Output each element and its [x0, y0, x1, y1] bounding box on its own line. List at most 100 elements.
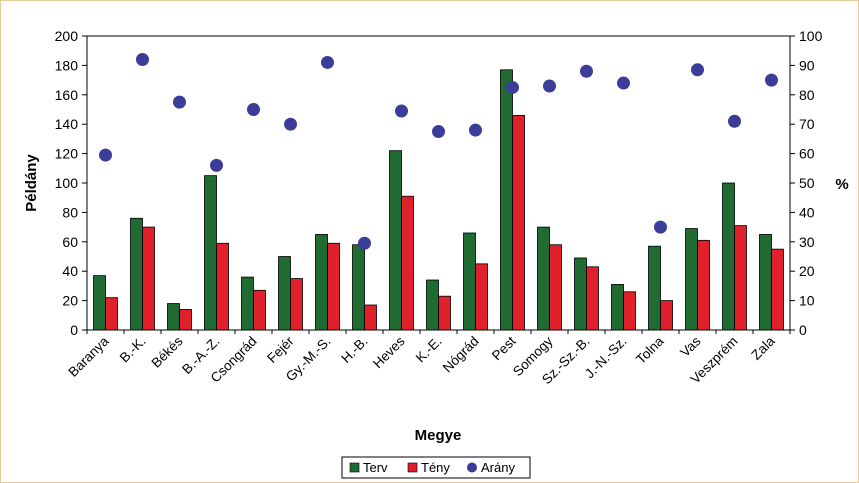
bars-layer	[93, 69, 784, 331]
y-tick-label: 20	[62, 293, 78, 309]
y-tick-label: 40	[62, 263, 78, 279]
y-tick-label: 120	[55, 146, 79, 162]
bar-terv-pest	[500, 69, 513, 331]
legend-label-terv: Terv	[363, 460, 388, 475]
bar-teny-k-e	[438, 295, 451, 331]
bar-terv-somogy	[537, 226, 550, 331]
y-tick-label: 200	[55, 28, 79, 44]
point-arany-csongrad	[247, 103, 260, 116]
y2-tick-label: 100	[799, 28, 823, 44]
bar-teny-baranya	[105, 297, 118, 331]
bar-terv-heves	[389, 150, 402, 331]
point-arany-sz-sz-b	[580, 64, 593, 78]
bar-teny-csongrad	[253, 289, 266, 331]
bar-teny-tolna	[660, 300, 673, 331]
y-tick-label: 80	[62, 204, 78, 220]
point-arany-pest	[506, 80, 519, 94]
x-tick-label: Baranya	[65, 333, 112, 380]
point-arany-gy-m-s	[321, 55, 334, 69]
legend-label-arany: Arány	[481, 460, 515, 475]
x-tick-label: H.-B.	[338, 334, 370, 366]
point-arany-b-a-z	[210, 158, 223, 172]
bar-teny-zala	[771, 248, 784, 331]
y-tick-label: 60	[62, 234, 78, 250]
point-arany-fejer	[284, 117, 297, 131]
y2-tick-label: 50	[799, 175, 815, 191]
bar-terv-veszprem	[722, 182, 735, 331]
y2-tick-label: 10	[799, 293, 815, 309]
y-tick-label: 140	[55, 116, 79, 132]
y-tick-label: 0	[70, 322, 78, 338]
bar-teny-gy-m-s	[327, 242, 340, 331]
point-arany-b-k	[136, 53, 149, 67]
y-tick-label: 160	[55, 87, 79, 103]
point-arany-heves	[395, 104, 408, 118]
legend-marker-arany	[467, 462, 477, 473]
bar-teny-nograd	[475, 263, 488, 331]
bar-terv-gy-m-s	[315, 234, 328, 331]
x-tick-label: Pest	[489, 333, 519, 363]
y2-tick-label: 70	[799, 116, 815, 132]
bar-teny-veszprem	[734, 225, 747, 331]
bar-teny-fejer	[290, 278, 303, 331]
y-tick-label: 180	[55, 57, 79, 73]
bar-terv-vas	[685, 228, 698, 331]
x-tick-label: Nógrád	[440, 334, 482, 376]
bar-terv-b-a-z	[204, 175, 217, 331]
x-tick-label: Fejér	[264, 333, 297, 366]
x-tick-label: K.-E.	[413, 334, 445, 366]
point-arany-bekes	[173, 95, 186, 109]
x-tick-label: Vas	[677, 333, 704, 360]
bar-terv-sz-sz-b	[574, 257, 587, 331]
legend-box	[341, 456, 531, 479]
legend-label-teny: Tény	[421, 460, 450, 475]
point-arany-h-b	[358, 236, 371, 250]
point-arany-zala	[765, 73, 778, 87]
y2-tick-label: 20	[799, 263, 815, 279]
point-arany-j-n-sz	[617, 76, 630, 90]
point-arany-vas	[691, 63, 704, 77]
bar-teny-b-a-z	[216, 242, 229, 331]
legend: Terv Tény Arány	[341, 456, 531, 479]
x-tick-label: Tolna	[633, 333, 667, 367]
point-arany-veszprem	[728, 114, 741, 128]
bar-terv-j-n-sz	[611, 284, 624, 331]
bar-teny-vas	[697, 239, 710, 331]
bar-terv-nograd	[463, 232, 476, 331]
x-tick-label: Heves	[370, 333, 408, 371]
point-arany-somogy	[543, 79, 556, 93]
y2-tick-label: 40	[799, 204, 815, 220]
x-axis-label: Megye	[415, 427, 462, 444]
bar-terv-zala	[759, 234, 772, 331]
point-arany-tolna	[654, 220, 667, 234]
x-tick-label: Zala	[748, 333, 778, 363]
y-tick-label: 100	[55, 175, 79, 191]
bar-terv-fejer	[278, 256, 291, 331]
bar-teny-h-b	[364, 304, 377, 331]
y2-tick-label: 30	[799, 234, 815, 250]
point-arany-nograd	[469, 123, 482, 137]
bar-terv-tolna	[648, 245, 661, 331]
point-arany-k-e	[432, 125, 445, 139]
bar-teny-pest	[512, 114, 525, 331]
bar-teny-heves	[401, 195, 414, 331]
bar-terv-b-k	[130, 217, 143, 331]
bar-teny-somogy	[549, 244, 562, 331]
bar-teny-j-n-sz	[623, 291, 636, 331]
legend-swatch-terv	[349, 462, 360, 473]
bar-teny-bekes	[179, 309, 192, 331]
point-arany-baranya	[99, 148, 112, 162]
y2-tick-label: 60	[799, 146, 815, 162]
y2-tick-label: 80	[799, 87, 815, 103]
x-tick-label: B.-K.	[117, 334, 149, 366]
bar-terv-k-e	[426, 279, 439, 331]
y-axis-label: Példány	[23, 154, 40, 212]
bar-terv-bekes	[167, 303, 180, 331]
y2-tick-label: 90	[799, 57, 815, 73]
bar-terv-csongrad	[241, 276, 254, 331]
bar-teny-sz-sz-b	[586, 266, 599, 331]
bar-terv-h-b	[352, 244, 365, 331]
bar-teny-b-k	[142, 226, 155, 331]
legend-swatch-teny	[407, 462, 418, 473]
